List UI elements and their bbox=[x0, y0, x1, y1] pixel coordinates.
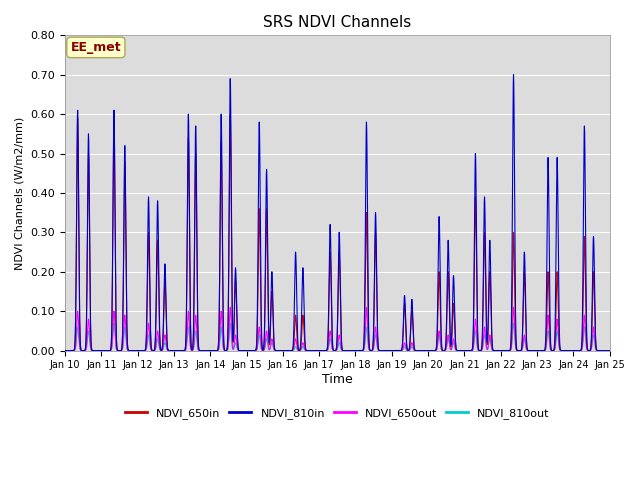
X-axis label: Time: Time bbox=[322, 373, 353, 386]
NDVI_810in bbox=[606, 348, 614, 353]
NDVI_810out bbox=[213, 348, 221, 353]
NDVI_810out bbox=[606, 348, 614, 353]
Line: NDVI_810in: NDVI_810in bbox=[65, 75, 610, 350]
NDVI_650out bbox=[365, 346, 373, 351]
Line: NDVI_810out: NDVI_810out bbox=[65, 323, 610, 350]
NDVI_650out bbox=[573, 348, 580, 353]
NDVI_810out bbox=[61, 348, 69, 353]
Line: NDVI_650out: NDVI_650out bbox=[65, 307, 610, 350]
Text: EE_met: EE_met bbox=[70, 41, 121, 54]
NDVI_810out bbox=[573, 348, 580, 353]
NDVI_650in bbox=[606, 348, 614, 353]
NDVI_650in bbox=[61, 348, 69, 353]
NDVI_810out bbox=[496, 348, 504, 353]
NDVI_810in bbox=[495, 348, 503, 353]
NDVI_810in bbox=[365, 330, 372, 336]
NDVI_650out bbox=[558, 348, 566, 353]
NDVI_650in bbox=[573, 348, 580, 353]
NDVI_810in bbox=[213, 348, 221, 353]
NDVI_810out bbox=[365, 347, 373, 352]
Legend: NDVI_650in, NDVI_810in, NDVI_650out, NDVI_810out: NDVI_650in, NDVI_810in, NDVI_650out, NDV… bbox=[120, 404, 554, 423]
NDVI_650out bbox=[227, 304, 234, 310]
Title: SRS NDVI Channels: SRS NDVI Channels bbox=[263, 15, 412, 30]
NDVI_650in bbox=[496, 348, 504, 353]
NDVI_650in bbox=[558, 348, 566, 353]
NDVI_650in bbox=[213, 348, 221, 353]
NDVI_810in bbox=[509, 72, 517, 78]
NDVI_650out bbox=[213, 348, 221, 353]
NDVI_650out bbox=[353, 348, 361, 353]
NDVI_810in bbox=[573, 348, 580, 353]
NDVI_810out bbox=[353, 348, 361, 353]
NDVI_650in bbox=[353, 348, 361, 353]
NDVI_650in bbox=[227, 111, 234, 117]
NDVI_810in bbox=[61, 348, 69, 353]
Line: NDVI_650in: NDVI_650in bbox=[65, 114, 610, 350]
NDVI_650in bbox=[365, 342, 373, 348]
NDVI_650out bbox=[606, 348, 614, 353]
Y-axis label: NDVI Channels (W/m2/mm): NDVI Channels (W/m2/mm) bbox=[15, 116, 25, 270]
NDVI_810in bbox=[353, 348, 361, 353]
NDVI_810out bbox=[558, 348, 566, 353]
NDVI_810in bbox=[558, 348, 566, 353]
NDVI_650out bbox=[61, 348, 69, 353]
NDVI_650out bbox=[496, 348, 504, 353]
NDVI_810out bbox=[227, 320, 234, 326]
